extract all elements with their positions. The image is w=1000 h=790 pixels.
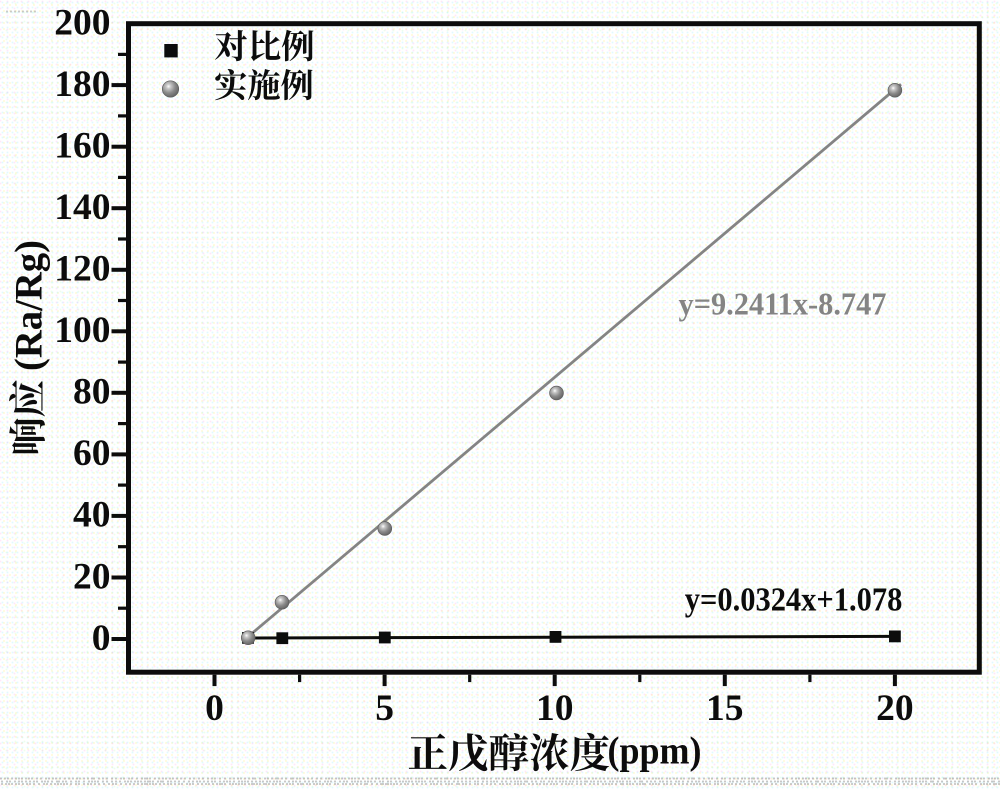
svg-text:y=0.0324x+1.078: y=0.0324x+1.078 xyxy=(685,582,903,619)
svg-text:100: 100 xyxy=(54,310,110,351)
svg-text:(ppm): (ppm) xyxy=(608,730,702,773)
svg-text:180: 180 xyxy=(54,64,110,105)
svg-text:60: 60 xyxy=(73,433,111,474)
svg-text:120: 120 xyxy=(54,249,110,290)
svg-text:0: 0 xyxy=(92,618,111,659)
svg-text:160: 160 xyxy=(54,126,110,167)
svg-text:20: 20 xyxy=(876,688,914,729)
svg-text:10: 10 xyxy=(536,688,574,729)
svg-text:200: 200 xyxy=(54,2,110,43)
svg-text:40: 40 xyxy=(73,495,111,536)
svg-text:140: 140 xyxy=(54,187,110,228)
svg-text:5: 5 xyxy=(375,688,394,729)
svg-text:80: 80 xyxy=(73,372,111,413)
svg-text:0: 0 xyxy=(205,688,224,729)
svg-text:y=9.2411x-8.747: y=9.2411x-8.747 xyxy=(679,287,887,322)
svg-text:(Ra/Rg): (Ra/Rg) xyxy=(8,240,51,371)
svg-text:20: 20 xyxy=(73,556,111,597)
svg-text:15: 15 xyxy=(706,688,744,729)
